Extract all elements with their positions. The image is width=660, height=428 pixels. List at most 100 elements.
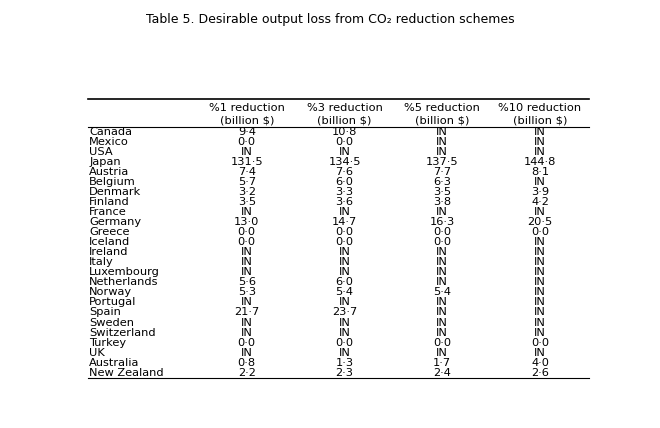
Text: IN: IN [534,318,546,327]
Text: 1·7: 1·7 [433,357,451,368]
Text: IN: IN [436,127,448,137]
Text: 4·2: 4·2 [531,197,549,207]
Text: 6·0: 6·0 [335,177,354,187]
Text: 0·0: 0·0 [433,238,451,247]
Text: France: France [89,207,127,217]
Text: IN: IN [339,147,350,157]
Text: 0·0: 0·0 [531,227,549,237]
Text: Luxembourg: Luxembourg [89,268,160,277]
Text: Greece: Greece [89,227,129,237]
Text: 2·6: 2·6 [531,368,549,377]
Text: 23·7: 23·7 [332,307,357,318]
Text: IN: IN [436,297,448,307]
Text: 3·3: 3·3 [335,187,354,197]
Text: Netherlands: Netherlands [89,277,158,288]
Text: IN: IN [241,297,253,307]
Text: IN: IN [436,327,448,338]
Text: 5·4: 5·4 [335,288,354,297]
Text: 4·0: 4·0 [531,357,549,368]
Text: 7·6: 7·6 [335,167,354,177]
Text: Canada: Canada [89,127,132,137]
Text: 21·7: 21·7 [234,307,259,318]
Text: Mexico: Mexico [89,137,129,147]
Text: IN: IN [436,348,448,357]
Text: IN: IN [241,268,253,277]
Text: IN: IN [339,207,350,217]
Text: %3 reduction
(billion $): %3 reduction (billion $) [307,103,382,125]
Text: Japan: Japan [89,157,121,167]
Text: IN: IN [534,127,546,137]
Text: 9·4: 9·4 [238,127,256,137]
Text: IN: IN [436,137,448,147]
Text: 5·6: 5·6 [238,277,256,288]
Text: 6·0: 6·0 [335,277,354,288]
Text: 0·0: 0·0 [238,338,256,348]
Text: Finland: Finland [89,197,130,207]
Text: 134·5: 134·5 [328,157,361,167]
Text: 5·4: 5·4 [433,288,451,297]
Text: IN: IN [436,268,448,277]
Text: Italy: Italy [89,257,114,268]
Text: 0·8: 0·8 [238,357,256,368]
Text: 0·0: 0·0 [335,238,354,247]
Text: 7·4: 7·4 [238,167,256,177]
Text: 0·0: 0·0 [433,338,451,348]
Text: 137·5: 137·5 [426,157,459,167]
Text: 10·8: 10·8 [332,127,357,137]
Text: %1 reduction
(billion $): %1 reduction (billion $) [209,103,284,125]
Text: IN: IN [339,348,350,357]
Text: 0·0: 0·0 [335,338,354,348]
Text: Germany: Germany [89,217,141,227]
Text: 144·8: 144·8 [524,157,556,167]
Text: Belgium: Belgium [89,177,136,187]
Text: Ireland: Ireland [89,247,129,257]
Text: 3·8: 3·8 [433,197,451,207]
Text: 0·0: 0·0 [238,238,256,247]
Text: IN: IN [534,348,546,357]
Text: 8·1: 8·1 [531,167,549,177]
Text: IN: IN [436,147,448,157]
Text: IN: IN [436,257,448,268]
Text: IN: IN [241,327,253,338]
Text: IN: IN [534,207,546,217]
Text: 14·7: 14·7 [332,217,357,227]
Text: IN: IN [436,318,448,327]
Text: UK: UK [89,348,105,357]
Text: 131·5: 131·5 [230,157,263,167]
Text: IN: IN [436,277,448,288]
Text: IN: IN [534,137,546,147]
Text: IN: IN [534,147,546,157]
Text: 0·0: 0·0 [238,227,256,237]
Text: New Zealand: New Zealand [89,368,164,377]
Text: IN: IN [534,307,546,318]
Text: Australia: Australia [89,357,139,368]
Text: IN: IN [339,247,350,257]
Text: 0·0: 0·0 [238,137,256,147]
Text: IN: IN [534,277,546,288]
Text: IN: IN [241,257,253,268]
Text: 16·3: 16·3 [430,217,455,227]
Text: Norway: Norway [89,288,132,297]
Text: IN: IN [241,207,253,217]
Text: IN: IN [534,297,546,307]
Text: IN: IN [534,238,546,247]
Text: IN: IN [339,257,350,268]
Text: Switzerland: Switzerland [89,327,156,338]
Text: Austria: Austria [89,167,129,177]
Text: 5·3: 5·3 [238,288,256,297]
Text: IN: IN [241,147,253,157]
Text: 6·3: 6·3 [433,177,451,187]
Text: USA: USA [89,147,113,157]
Text: 0·0: 0·0 [433,227,451,237]
Text: 13·0: 13·0 [234,217,259,227]
Text: 2·4: 2·4 [434,368,451,377]
Text: %10 reduction
(billion $): %10 reduction (billion $) [498,103,581,125]
Text: 5·7: 5·7 [238,177,256,187]
Text: 3·2: 3·2 [238,187,256,197]
Text: IN: IN [436,307,448,318]
Text: 7·7: 7·7 [433,167,451,177]
Text: IN: IN [534,177,546,187]
Text: Turkey: Turkey [89,338,126,348]
Text: Table 5. Desirable output loss from CO₂ reduction schemes: Table 5. Desirable output loss from CO₂ … [146,13,514,26]
Text: 0·0: 0·0 [335,137,354,147]
